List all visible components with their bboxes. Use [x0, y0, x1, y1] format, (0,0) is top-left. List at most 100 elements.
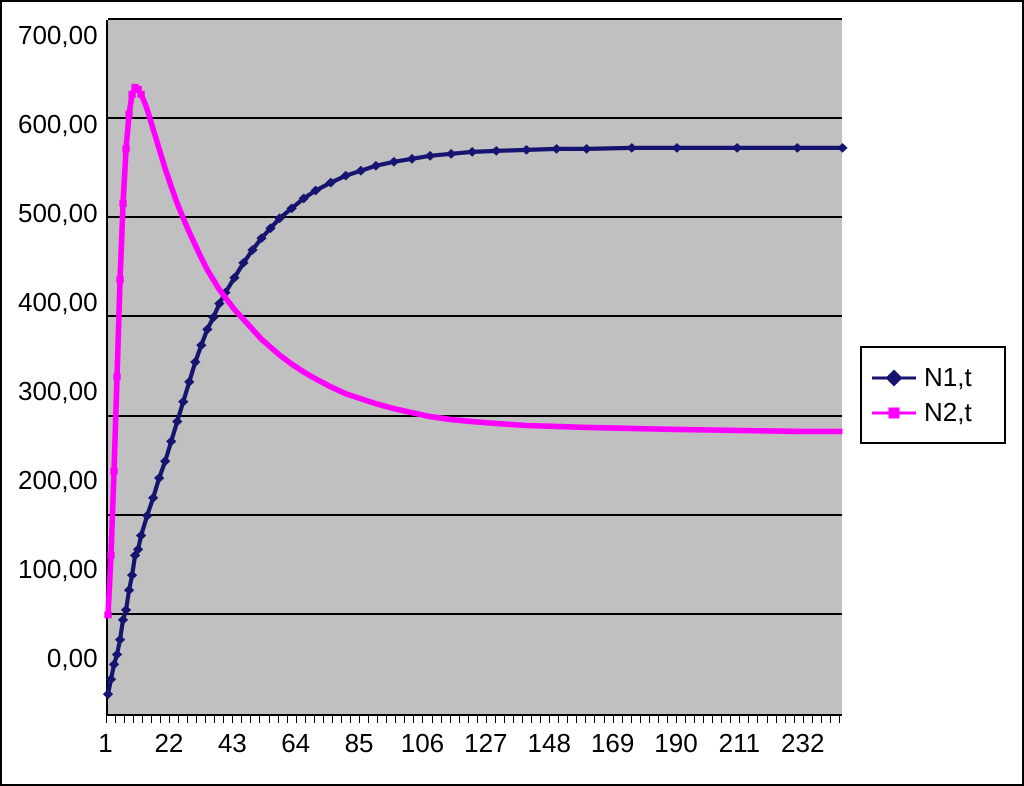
x-tick	[133, 716, 134, 723]
x-tick	[432, 716, 433, 723]
x-tick	[413, 716, 414, 723]
x-tick	[739, 716, 740, 723]
x-tick	[106, 716, 107, 723]
y-axis-labels: 700,00600,00500,00400,00300,00200,00100,…	[18, 20, 106, 770]
series-marker	[119, 200, 126, 207]
x-tick	[821, 716, 822, 723]
x-tick	[721, 716, 722, 723]
series-marker	[355, 166, 365, 176]
x-tick	[594, 716, 595, 723]
x-tick	[459, 716, 460, 723]
series-marker	[521, 145, 531, 155]
series-marker	[137, 91, 144, 98]
x-tick	[558, 716, 559, 723]
series-marker	[108, 660, 118, 670]
series-marker	[551, 144, 561, 154]
series-marker	[123, 585, 133, 595]
x-tick	[259, 716, 260, 723]
x-tick	[712, 716, 713, 723]
legend-swatch	[872, 376, 916, 380]
x-tick	[395, 716, 396, 723]
series-marker	[792, 143, 802, 153]
series-marker	[107, 552, 114, 559]
x-tick	[549, 716, 550, 723]
x-tick	[278, 716, 279, 723]
x-tick	[178, 716, 179, 723]
series-marker	[172, 417, 182, 427]
y-tick-label: 100,00	[18, 554, 98, 585]
x-tick	[269, 716, 270, 723]
series-marker	[445, 149, 455, 159]
y-tick-label: 200,00	[18, 465, 98, 496]
x-tick	[757, 716, 758, 723]
series-marker	[125, 111, 132, 118]
y-tick-label: 300,00	[18, 376, 98, 407]
x-tick-label: 43	[218, 728, 247, 759]
x-tick	[377, 716, 378, 723]
x-tick	[567, 716, 568, 723]
x-tick	[703, 716, 704, 723]
x-tick	[685, 716, 686, 723]
x-tick	[504, 716, 505, 723]
x-tick	[196, 716, 197, 723]
series-marker	[581, 144, 591, 154]
chart-frame: 700,00600,00500,00400,00300,00200,00100,…	[0, 0, 1024, 786]
x-tick	[767, 716, 768, 723]
x-tick	[214, 716, 215, 723]
x-tick	[604, 716, 605, 723]
x-tick	[676, 716, 677, 723]
x-tick	[124, 716, 125, 723]
x-tick	[296, 716, 297, 723]
series-line	[108, 87, 842, 614]
y-tick-label: 400,00	[18, 287, 98, 318]
series-marker	[113, 373, 120, 380]
series-marker	[111, 650, 121, 660]
series-marker	[114, 635, 124, 645]
series-marker	[154, 473, 164, 483]
x-tick-label: 106	[401, 728, 444, 759]
x-tick	[404, 716, 405, 723]
x-tick	[223, 716, 224, 723]
x-tick	[386, 716, 387, 723]
x-tick	[785, 716, 786, 723]
x-tick-label: 1	[98, 728, 112, 759]
series-marker	[388, 157, 398, 167]
legend-item: N1,t	[872, 362, 990, 393]
x-tick-label: 64	[281, 728, 310, 759]
plot-column: 122436485106127148169190211232	[106, 20, 842, 770]
series-marker	[467, 147, 477, 157]
x-tick	[169, 716, 170, 723]
x-tick	[151, 716, 152, 723]
x-tick	[667, 716, 668, 723]
x-tick	[232, 716, 233, 723]
x-tick	[631, 716, 632, 723]
x-tick	[803, 716, 804, 723]
x-tick	[694, 716, 695, 723]
x-tick	[486, 716, 487, 723]
x-tick-label: 232	[781, 728, 824, 759]
x-tick	[368, 716, 369, 723]
series-marker	[126, 570, 136, 580]
series-marker	[117, 615, 127, 625]
x-tick	[115, 716, 116, 723]
x-tick	[540, 716, 541, 723]
x-tick-label: 22	[154, 728, 183, 759]
legend: N1,t N2,t	[860, 346, 1006, 444]
x-tick	[205, 716, 206, 723]
x-tick	[323, 716, 324, 723]
x-tick	[830, 716, 831, 723]
x-tick	[160, 716, 161, 723]
x-tick	[748, 716, 749, 723]
x-tick	[142, 716, 143, 723]
x-tick-label: 127	[464, 728, 507, 759]
series-marker	[424, 151, 434, 161]
legend-item: N2,t	[872, 397, 990, 428]
x-tick	[585, 716, 586, 723]
x-tick	[187, 716, 188, 723]
x-tick-label: 190	[654, 728, 697, 759]
x-axis: 122436485106127148169190211232	[106, 716, 842, 770]
x-tick	[495, 716, 496, 723]
series-svg	[108, 20, 842, 714]
legend-label: N2,t	[924, 397, 972, 428]
y-tick-label: 700,00	[18, 20, 98, 51]
